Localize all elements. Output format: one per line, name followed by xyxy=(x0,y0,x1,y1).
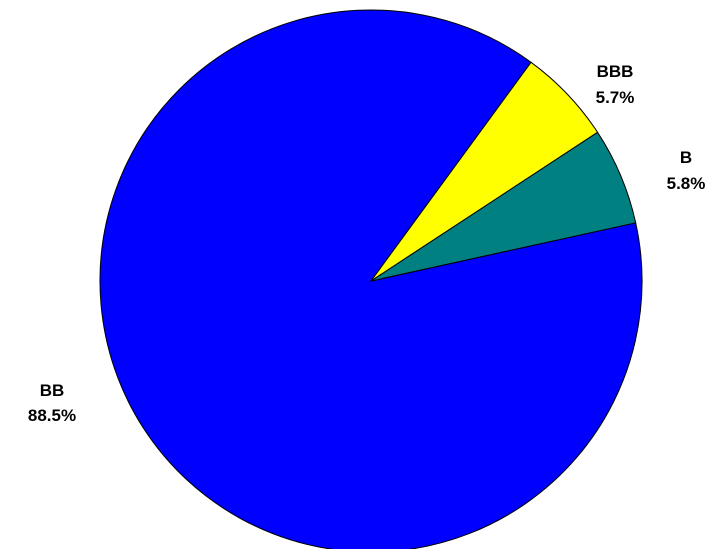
slice-label-bbb: BBB xyxy=(597,62,634,81)
pie-slices xyxy=(99,9,643,549)
slice-label-b: B xyxy=(680,148,692,167)
slice-value-bbb: 5.7% xyxy=(596,88,635,107)
pie-slice-bb xyxy=(99,9,643,549)
slice-value-bb: 88.5% xyxy=(28,406,76,425)
pie-slice-b xyxy=(370,131,637,282)
pie-labels: BB 88.5% BBB 5.7% B 5.8% xyxy=(28,62,705,425)
slice-value-b: 5.8% xyxy=(667,174,706,193)
slice-label-bb: BB xyxy=(40,381,65,400)
